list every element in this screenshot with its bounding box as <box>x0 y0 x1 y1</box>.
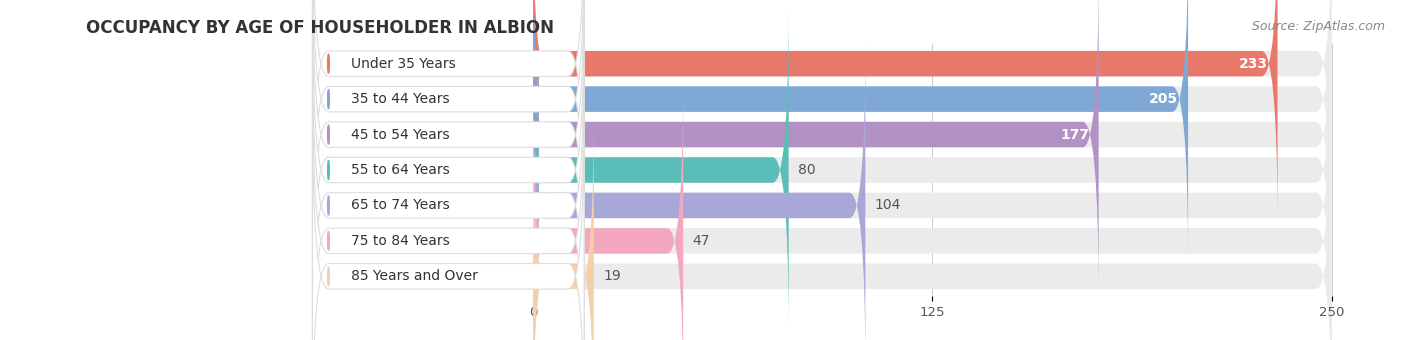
Circle shape <box>328 267 329 286</box>
Text: 35 to 44 Years: 35 to 44 Years <box>352 92 450 106</box>
Text: OCCUPANCY BY AGE OF HOUSEHOLDER IN ALBION: OCCUPANCY BY AGE OF HOUSEHOLDER IN ALBIO… <box>86 19 554 37</box>
Text: Source: ZipAtlas.com: Source: ZipAtlas.com <box>1251 20 1385 33</box>
FancyBboxPatch shape <box>533 5 789 335</box>
Text: 47: 47 <box>693 234 710 248</box>
FancyBboxPatch shape <box>312 5 583 335</box>
FancyBboxPatch shape <box>312 112 583 340</box>
Circle shape <box>328 89 329 109</box>
FancyBboxPatch shape <box>312 41 583 340</box>
FancyBboxPatch shape <box>533 41 1331 340</box>
Text: 65 to 74 Years: 65 to 74 Years <box>352 199 450 212</box>
FancyBboxPatch shape <box>533 0 1331 264</box>
FancyBboxPatch shape <box>312 0 583 264</box>
FancyBboxPatch shape <box>533 0 1098 299</box>
Circle shape <box>328 196 329 215</box>
FancyBboxPatch shape <box>312 76 583 340</box>
Text: 75 to 84 Years: 75 to 84 Years <box>352 234 450 248</box>
FancyBboxPatch shape <box>533 0 1331 299</box>
FancyBboxPatch shape <box>533 112 593 340</box>
Circle shape <box>328 231 329 251</box>
Circle shape <box>328 54 329 73</box>
FancyBboxPatch shape <box>533 0 1331 228</box>
FancyBboxPatch shape <box>312 0 583 299</box>
FancyBboxPatch shape <box>533 0 1278 228</box>
Text: Under 35 Years: Under 35 Years <box>352 57 456 71</box>
Text: 80: 80 <box>799 163 815 177</box>
FancyBboxPatch shape <box>533 76 1331 340</box>
Circle shape <box>328 160 329 180</box>
FancyBboxPatch shape <box>533 112 1331 340</box>
Text: 45 to 54 Years: 45 to 54 Years <box>352 128 450 141</box>
Text: 19: 19 <box>603 269 621 283</box>
FancyBboxPatch shape <box>312 0 583 228</box>
FancyBboxPatch shape <box>533 76 683 340</box>
FancyBboxPatch shape <box>533 41 865 340</box>
FancyBboxPatch shape <box>533 0 1188 264</box>
Text: 104: 104 <box>875 199 901 212</box>
Text: 177: 177 <box>1060 128 1090 141</box>
Circle shape <box>328 125 329 144</box>
Text: 205: 205 <box>1149 92 1178 106</box>
Text: 233: 233 <box>1239 57 1268 71</box>
Text: 55 to 64 Years: 55 to 64 Years <box>352 163 450 177</box>
Text: 85 Years and Over: 85 Years and Over <box>352 269 478 283</box>
FancyBboxPatch shape <box>533 5 1331 335</box>
